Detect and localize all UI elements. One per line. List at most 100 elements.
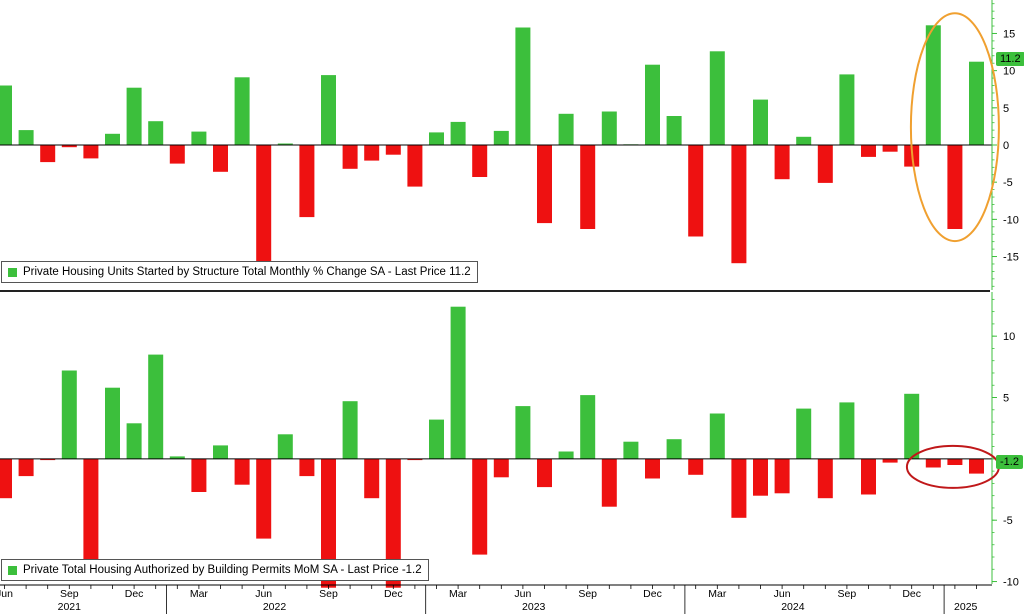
top-bar [537,145,552,224]
bottom-bar [18,458,34,477]
top-bar [83,145,99,159]
bottom-bar [148,354,164,459]
top-bar [666,116,682,145]
top-bar [342,145,358,169]
bottom-bar [839,402,855,459]
bottom-bar [0,458,12,499]
bottom-bar [580,395,596,459]
top-bar [234,77,250,145]
top-y-tick-label: 10 [1003,66,1015,78]
top-bar [18,130,34,145]
x-month-label: Jun [255,588,272,600]
top-bar [213,145,228,172]
bottom-bar [364,458,380,499]
top-bar [105,133,120,145]
bottom-legend: Private Total Housing Authorized by Buil… [1,559,429,581]
bottom-bar [61,370,77,459]
x-month-label: Dec [384,588,403,600]
bottom-bar [666,439,682,459]
bottom-bar [407,458,423,461]
top-bar [753,99,768,145]
top-bar [882,145,898,152]
bottom-bar [385,458,401,588]
bottom-last-price-badge: -1.2 [996,455,1023,469]
bottom-bar [126,423,142,459]
top-bar [191,131,207,145]
bottom-bar [169,456,185,459]
bottom-bar [688,458,704,475]
top-legend-swatch [8,267,17,277]
x-axis: Jun Sep Dec Mar Jun Sep Dec Mar Jun Sep Dec Mar Jun S… [0,584,992,614]
bottom-bar [947,458,963,465]
top-bar [169,145,185,164]
x-month-label: Sep [578,588,597,600]
top-y-tick-label: -10 [1003,214,1019,226]
x-month-label: Jun [514,588,531,600]
bottom-bar [321,458,336,588]
bottom-bar [493,458,509,478]
top-panel: -15 -10 -5 0 5 10 15 [0,0,1019,290]
top-bar [277,143,293,145]
bottom-bar [817,458,833,499]
top-bar [645,64,660,145]
top-bar [601,111,617,145]
bottom-bar [234,458,250,485]
x-month-label: Dec [902,588,921,600]
top-bar [148,121,164,145]
bottom-bar [753,458,768,496]
x-month-label: Jun [774,588,791,600]
bottom-bar [40,458,56,461]
top-legend-label: Private Housing Units Started by Structu… [23,266,471,278]
bottom-bar [537,458,552,488]
bottom-bar [645,458,660,479]
top-last-price-value: 11.2 [1000,53,1021,65]
top-bar [558,113,574,145]
x-year-label: 2022 [263,601,287,613]
bottom-bar [601,458,617,507]
top-bar [817,145,833,183]
top-bar [774,145,790,180]
x-month-label: Sep [319,588,338,600]
top-bar [969,61,984,146]
bottom-bar [623,441,639,459]
bottom-bar [774,458,790,494]
x-month-label: Mar [708,588,727,600]
x-year-label: 2021 [58,601,82,613]
x-month-label: Mar [190,588,209,600]
bottom-highlight-ellipse [905,444,1000,489]
bottom-bar [558,451,574,459]
x-month-label: Mar [449,588,468,600]
bottom-y-tick-label: 5 [1003,393,1009,405]
top-bar [861,145,876,157]
bottom-bar [925,458,941,468]
x-month-label: Dec [643,588,662,600]
bottom-bar [969,458,984,474]
bottom-bar [213,445,228,459]
top-bar [429,132,444,145]
x-month-label: Dec [125,588,144,600]
bottom-y-tick-label: -5 [1003,515,1013,527]
top-legend: Private Housing Units Started by Structu… [1,261,478,283]
top-y-tick-label: 0 [1003,140,1009,152]
bottom-bar [450,306,466,459]
x-month-label: Jun [0,588,13,600]
bottom-bar [882,458,898,463]
bottom-last-price-value: -1.2 [1000,456,1019,468]
top-bar [126,87,142,145]
top-last-price-badge: 11.2 [996,52,1024,66]
bottom-bar [796,408,812,459]
bottom-bar [904,393,920,459]
top-bar [709,51,725,145]
x-year-label: 2024 [781,601,805,613]
x-month-label: Sep [60,588,79,600]
top-bar [839,74,855,145]
top-bar [0,85,12,145]
top-highlight-ellipse [909,12,1000,243]
top-bar [256,145,272,264]
top-y-tick-label: -5 [1003,177,1013,189]
top-y-tick-label: -15 [1003,252,1019,264]
bottom-bar [299,458,315,477]
top-bar [364,145,380,161]
bottom-legend-swatch [8,565,17,575]
bottom-bar [105,387,120,459]
